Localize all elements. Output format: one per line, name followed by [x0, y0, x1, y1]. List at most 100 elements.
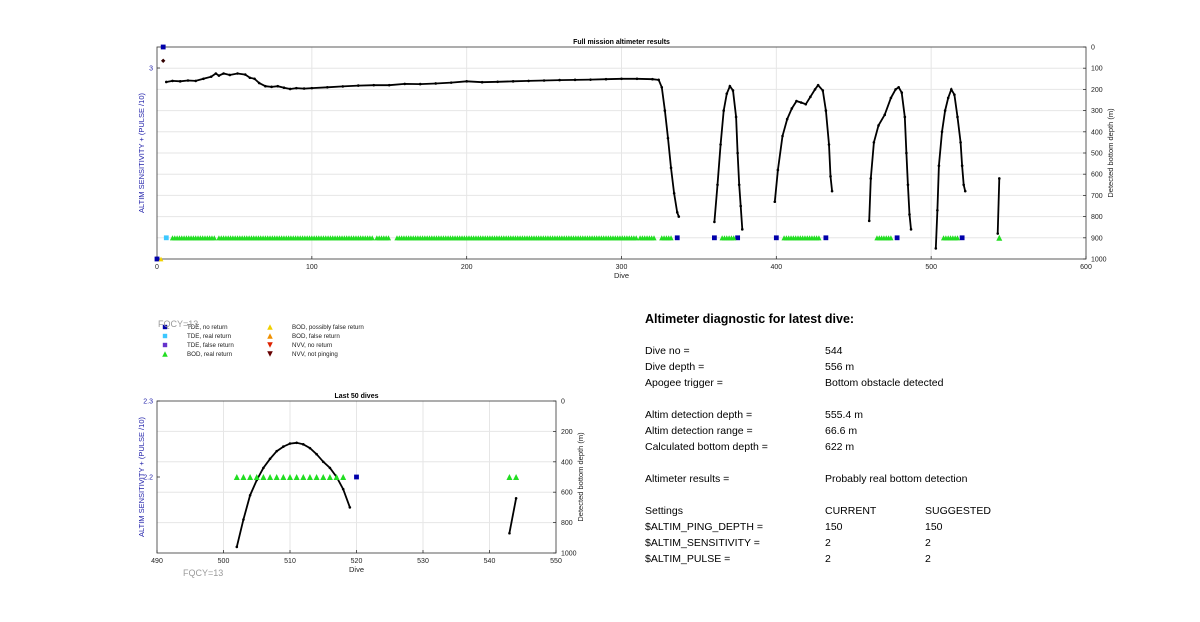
full-mission-depth-point	[960, 164, 964, 168]
full-mission-depth-point	[663, 109, 667, 112]
full-mission-depth-point	[573, 78, 577, 82]
legend-marker	[162, 351, 168, 357]
full-mission-depth-point	[816, 83, 820, 87]
full-mission-depth-line	[713, 84, 744, 230]
full-mission-depth-point	[962, 183, 965, 187]
last-50-depth-point	[282, 445, 285, 448]
legend-label: NVV, not pinging	[292, 351, 338, 358]
full-mission-xtick-label: 300	[616, 264, 628, 271]
full-mission-depth-point	[905, 151, 908, 155]
full-mission-bod-marker	[369, 235, 375, 241]
last-50-xlabel: Dive	[349, 565, 364, 574]
full-mission-ytick-right-label: 700	[1091, 193, 1103, 200]
full-mission-depth-point	[867, 219, 871, 223]
last-50-depth-point	[288, 442, 292, 445]
full-mission-tde-marker	[735, 235, 741, 241]
full-mission-depth-point	[956, 115, 959, 119]
altim-range-label: Altim detection range =	[645, 425, 753, 437]
legend-label: TDE, real return	[187, 333, 232, 340]
last-50-depth-point	[315, 452, 318, 456]
full-mission-chart: 0 100 200 300 400 500 600 0 100 200 300 400 500 600 70…	[137, 39, 1115, 280]
full-mission-tde-marker	[894, 235, 900, 241]
last-50-depth-point	[321, 460, 325, 464]
legend-label: TDE, no return	[187, 324, 228, 331]
full-mission-depth-point	[889, 96, 893, 100]
last-50-ytick-right-label: 0	[561, 399, 565, 406]
full-mission-xtick-label: 100	[306, 264, 318, 271]
full-mission-depth-point	[418, 82, 422, 86]
full-mission-depth-point	[270, 85, 273, 89]
full-mission-depth-point	[341, 85, 345, 88]
setting-name: $ALTIM_PING_DEPTH =	[645, 521, 763, 533]
legend-label: TDE, false return	[187, 342, 234, 349]
full-mission-depth-point	[660, 85, 664, 89]
full-mission-depth-point	[276, 84, 280, 88]
full-mission-depth-point	[804, 102, 808, 106]
last-50-ytick-right-label: 800	[561, 520, 573, 527]
setting-name: $ALTIM_PULSE =	[645, 553, 731, 565]
legend-marker	[267, 342, 273, 348]
last-50-depth-point	[235, 545, 239, 549]
full-mission-depth-point	[897, 85, 900, 89]
last-50-bod-marker	[260, 474, 267, 480]
full-mission-depth-point	[781, 134, 784, 138]
full-mission-xtick-label: 500	[925, 264, 937, 271]
full-mission-ytick-right-label: 0	[1091, 45, 1095, 52]
full-mission-tde-marker	[712, 235, 717, 241]
full-mission-ytick-right-label: 200	[1091, 87, 1103, 94]
full-mission-depth-point	[253, 77, 256, 81]
full-mission-xtick-label: 0	[155, 264, 159, 271]
full-mission-tde-marker	[674, 235, 680, 241]
full-mission-depth-point	[178, 80, 182, 83]
full-mission-depth-point	[326, 85, 329, 89]
settings-label: Settings	[645, 505, 683, 517]
altim-depth-value: 555.4 m	[825, 409, 863, 421]
full-mission-depth-point	[186, 79, 190, 82]
legend: TDE, no return TDE, real return TDE, false…	[162, 324, 364, 358]
full-mission-depth-point	[900, 91, 904, 94]
full-mission-depth-point	[257, 81, 261, 85]
altim-range-row: Altim detection range = 66.6 m	[645, 423, 1165, 439]
full-mission-depth-point	[736, 151, 739, 155]
last-50-ytick-right-label: 600	[561, 490, 573, 497]
full-mission-depth-point	[264, 84, 267, 88]
full-mission-depth-point	[620, 77, 623, 81]
last-50-xtick-label: 550	[550, 558, 562, 565]
full-mission-depth-point	[996, 232, 1000, 235]
full-mission-depth-point	[222, 72, 225, 75]
last-50-bod-marker	[233, 474, 240, 480]
full-mission-depth-line	[996, 178, 1001, 234]
full-mission-tde-marker	[163, 235, 169, 241]
full-mission-depth-point	[243, 73, 247, 76]
full-mission-depth-point	[799, 101, 803, 104]
full-mission-ylabel-left: ALTIM SENSITIVITY + (PULSE /10)	[137, 93, 146, 213]
full-mission-depth-point	[773, 200, 777, 204]
full-mission-depth-point	[869, 177, 873, 180]
full-mission-depth-point	[511, 80, 515, 83]
full-mission-bod-marker	[996, 234, 1003, 241]
calc-depth-label: Calculated bottom depth =	[645, 441, 768, 453]
full-mission-ytick-left-label: 3	[149, 66, 153, 73]
last-50-bod-marker	[287, 474, 293, 480]
full-mission-depth-point	[827, 143, 831, 146]
setting-current: 150	[825, 521, 843, 533]
full-mission-depth-point	[310, 86, 314, 90]
full-mission-bod-marker	[385, 235, 392, 241]
last-50-ytick-left-label: 2.2	[143, 475, 153, 482]
fqcy-label-bottom: FQCY=13	[183, 568, 223, 578]
full-mission-depth-point	[604, 77, 608, 81]
legend-marker	[162, 333, 168, 339]
last-50-bod-marker	[280, 474, 287, 480]
last-50-bod-marker	[306, 474, 313, 480]
apogee-label: Apogee trigger =	[645, 377, 723, 389]
setting-row-sensitivity: $ALTIM_SENSITIVITY = 2 2	[645, 535, 1165, 551]
full-mission-depth-point	[894, 88, 897, 91]
full-mission-depth-point	[589, 78, 592, 81]
full-mission-depth-point	[288, 87, 292, 91]
full-mission-depth-point	[725, 92, 729, 95]
last-50-depth-line	[508, 498, 517, 534]
full-mission-ytick-right-label: 800	[1091, 214, 1103, 221]
full-mission-depth-point	[883, 113, 887, 117]
full-mission-depth-point	[809, 95, 812, 99]
